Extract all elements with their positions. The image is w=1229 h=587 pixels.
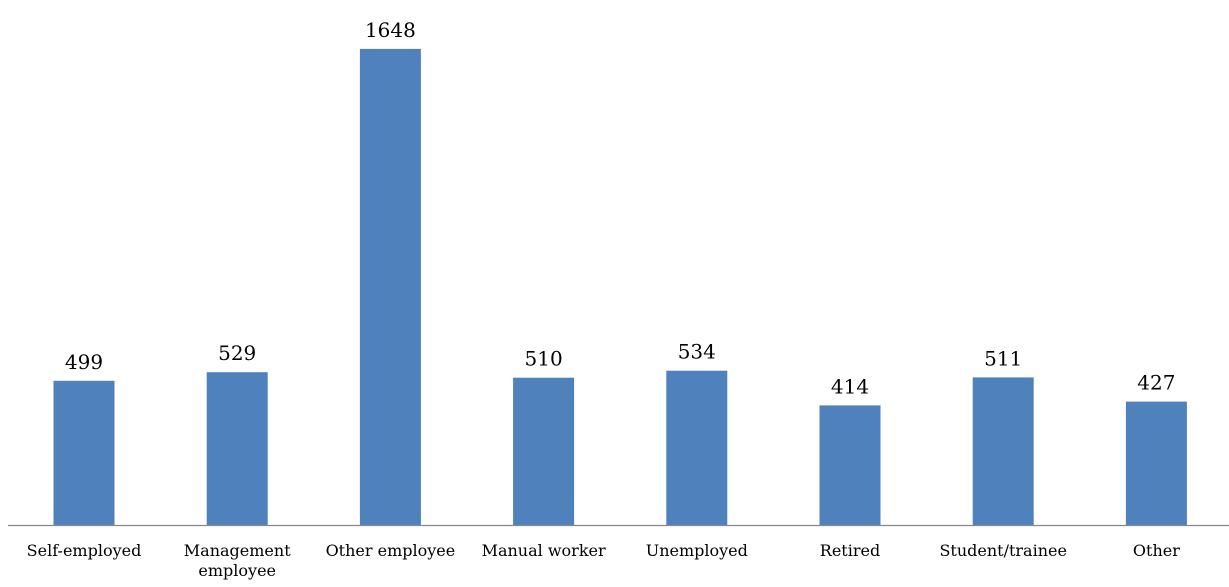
x-tick-label-line: Student/trainee (939, 541, 1067, 560)
x-tick-label-line: Retired (820, 541, 880, 560)
bar-value-label: 414 (831, 374, 869, 398)
x-tick-label: Retired (820, 541, 880, 560)
x-tick-label: Manual worker (482, 541, 606, 560)
bars-group (53, 48, 1187, 526)
x-tick-label-line: Other employee (326, 541, 456, 560)
bar-value-label: 427 (1137, 371, 1175, 395)
x-tick-label-line: Unemployed (646, 541, 748, 560)
x-tick-label: Management employee (184, 541, 291, 580)
x-tick-label: Other (1133, 541, 1180, 560)
x-tick-labels-group: Self-employed Management employee Other emp… (27, 541, 1181, 580)
x-tick-label-line: Management (184, 541, 291, 560)
x-tick-label: Student/trainee (939, 541, 1067, 560)
data-labels-group: 499 529 1648 510 534 414 511 427 (65, 18, 1176, 398)
bar-value-label: 1648 (365, 18, 416, 42)
x-tick-label: Self-employed (27, 541, 142, 560)
bar (819, 405, 881, 525)
bar (513, 377, 575, 525)
bar (206, 372, 268, 525)
bar-value-label: 534 (678, 340, 716, 364)
x-tick-label-line: Manual worker (482, 541, 606, 560)
x-tick-label-line: Self-employed (27, 541, 142, 560)
x-tick-label: Unemployed (646, 541, 748, 560)
bar-value-label: 510 (525, 347, 563, 371)
bar (359, 48, 421, 526)
bar (1125, 401, 1187, 525)
bar (53, 380, 115, 525)
bar-value-label: 499 (65, 350, 103, 374)
x-tick-label-line: employee (198, 561, 276, 580)
x-tick-label-line: Other (1133, 541, 1180, 560)
bar (972, 377, 1034, 525)
bar (666, 370, 728, 525)
bar-value-label: 529 (218, 341, 256, 365)
bar-value-label: 511 (984, 346, 1022, 370)
x-tick-label: Other employee (326, 541, 456, 560)
